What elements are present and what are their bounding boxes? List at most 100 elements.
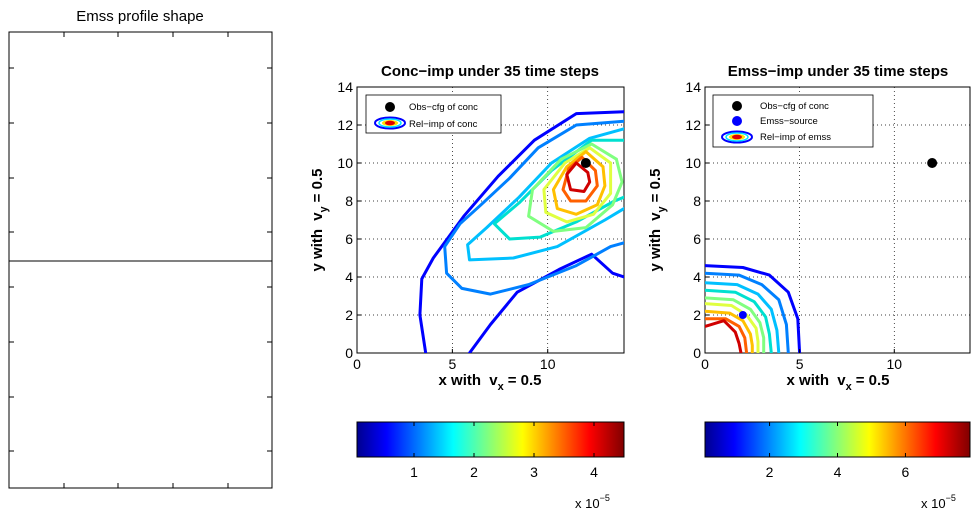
emss-profile-title: Emss profile shape — [76, 8, 204, 25]
colorbar-tick-label-1: 4 — [834, 464, 842, 480]
contour-line-8 — [705, 319, 743, 353]
contour-line-4 — [705, 296, 766, 353]
conc-imp-ylabel-text: y with — [309, 229, 326, 272]
emss-imp-ylabel: y with vy = 0.5 — [647, 169, 668, 272]
emss-imp-contours — [705, 264, 802, 353]
emss-imp-observation-point — [927, 158, 938, 168]
conc-imp-observation-point — [580, 158, 591, 168]
emss-imp-source-point — [738, 311, 747, 319]
emss-imp-legend: Obs−cfg of conc Emss−source Rel−imp of e… — [712, 94, 874, 148]
colorbar-tick-label-0: 1 — [410, 464, 418, 480]
conc-imp-colorbar-multiplier: x 10−5 — [575, 493, 610, 511]
conc-imp-ylabel: y with vy = 0.5 — [309, 169, 330, 272]
y-tick-label-6: 12 — [337, 117, 353, 133]
emss-profile-ticks — [9, 32, 272, 488]
conc-imp-title: Conc−imp under 35 time steps — [381, 63, 599, 80]
emss-imp-cb-mult-exp: −5 — [946, 493, 956, 503]
emss-imp-title: Emss−imp under 35 time steps — [728, 63, 949, 80]
conc-imp-cb-mult-exp: −5 — [600, 493, 610, 503]
contour-line-1 — [705, 271, 790, 353]
conc-imp-xlabel: x with vx = 0.5 — [439, 372, 542, 393]
x-tick-label-2: 10 — [540, 356, 556, 372]
contour-line-5 — [527, 142, 624, 233]
emss-imp-colorbar: 2 4 6 x 10−5 — [704, 421, 971, 511]
conc-imp-colorbar: 1 2 3 4 x 10−5 — [356, 421, 625, 511]
conc-imp-colorbar-ticks: 1 2 3 4 — [410, 422, 598, 480]
colorbar-tick-label-2: 3 — [530, 464, 538, 480]
conc-imp-colorbar-gradient — [356, 421, 625, 458]
x-tick-label-0: 0 — [353, 356, 361, 372]
y-tick-label-1: 2 — [693, 307, 701, 323]
emss-imp-cb-mult-base: x 10 — [921, 496, 946, 511]
y-tick-label-1: 2 — [345, 307, 353, 323]
y-tick-label-4: 8 — [345, 193, 353, 209]
conc-imp-cb-mult-base: x 10 — [575, 496, 600, 511]
conc-imp-vx-sub: x — [498, 381, 505, 393]
emss-imp-chart: Emss−imp under 35 time steps 0 5 10 0 2 4 6 8 10… — [647, 63, 971, 511]
emss-imp-xlabel-text: x with — [787, 372, 830, 389]
emss-imp-xlabel: x with vx = 0.5 — [787, 372, 890, 393]
y-tick-label-0: 0 — [345, 345, 353, 361]
x-tick-label-1: 5 — [796, 356, 804, 372]
contour-line-0 — [418, 110, 624, 353]
y-tick-label-6: 12 — [685, 117, 701, 133]
emss-imp-legend-item-0: Obs−cfg of conc — [760, 101, 829, 112]
contour-line-2 — [443, 119, 624, 296]
emss-imp-vy-symbol: v — [647, 212, 664, 221]
y-tick-label-4: 8 — [693, 193, 701, 209]
x-tick-label-2: 10 — [886, 356, 902, 372]
emss-profile-axes — [8, 31, 273, 489]
contour-line-2 — [705, 281, 781, 353]
y-tick-label-2: 4 — [345, 269, 353, 285]
emss-imp-vy-sub: y — [656, 205, 668, 212]
y-tick-label-7: 14 — [337, 79, 353, 95]
conc-imp-contours — [418, 110, 624, 353]
conc-imp-vy-sub: y — [318, 205, 330, 212]
contour-line-0 — [705, 264, 802, 353]
legend-contour-ellipse-marker — [374, 116, 406, 130]
conc-imp-xlabel-text: x with — [439, 372, 482, 389]
contour-line-3 — [705, 288, 773, 353]
contour-line-5 — [705, 302, 760, 353]
conc-imp-legend: Obs−cfg of conc Rel−imp of conc — [365, 94, 502, 134]
legend-contour-ellipse-marker — [721, 130, 753, 144]
y-tick-label-7: 14 — [685, 79, 701, 95]
emss-imp-colorbar-gradient — [704, 421, 971, 458]
emss-imp-vy-value: = 0.5 — [647, 169, 664, 203]
conc-imp-chart: Conc−imp under 35 time steps 0 5 100246810… — [309, 63, 625, 511]
contour-line-9 — [565, 161, 592, 193]
y-tick-label-2: 4 — [693, 269, 701, 285]
emss-imp-vx-symbol: v — [837, 372, 846, 389]
legend-black-dot-marker — [385, 102, 395, 112]
emss-imp-legend-item-1: Emss−source — [760, 116, 818, 127]
y-tick-label-3: 6 — [345, 231, 353, 247]
contour-line-6 — [542, 146, 613, 224]
emss-imp-vx-value: = 0.5 — [856, 372, 890, 389]
conc-imp-legend-item-1: Rel−imp of conc — [409, 119, 478, 130]
emss-profile-panel: Emss profile shape — [8, 8, 273, 489]
contour-line-3 — [466, 127, 624, 262]
colorbar-tick-label-2: 6 — [902, 464, 910, 480]
contour-line-1 — [468, 252, 624, 353]
emss-imp-ylabel-text: y with — [647, 229, 664, 272]
y-tick-label-5: 10 — [685, 155, 701, 171]
conc-imp-vy-symbol: v — [309, 212, 326, 221]
y-tick-label-3: 6 — [693, 231, 701, 247]
legend-black-dot-marker — [732, 101, 742, 111]
conc-imp-vy-value: = 0.5 — [309, 169, 326, 203]
x-tick-label-1: 5 — [448, 356, 456, 372]
conc-imp-ticks: 0 5 10 0 2 4 6 8 10 12 14 — [337, 79, 555, 372]
conc-imp-vx-value: = 0.5 — [508, 372, 542, 389]
contour-line-8 — [561, 155, 599, 203]
y-tick-label-5: 10 — [337, 155, 353, 171]
conc-imp-legend-item-0: Obs−cfg of conc — [409, 102, 478, 113]
y-tick-label-0: 0 — [693, 345, 701, 361]
emss-imp-colorbar-multiplier: x 10−5 — [921, 493, 956, 511]
colorbar-tick-label-3: 4 — [590, 464, 598, 480]
colorbar-tick-label-1: 2 — [470, 464, 478, 480]
contour-line-6 — [705, 309, 754, 353]
emss-imp-legend-item-2: Rel−imp of emss — [760, 132, 831, 143]
emss-imp-ticks: 0 5 10 0 2 4 6 8 10 12 14 — [685, 79, 902, 372]
emss-imp-colorbar-ticks: 2 4 6 — [766, 422, 910, 480]
